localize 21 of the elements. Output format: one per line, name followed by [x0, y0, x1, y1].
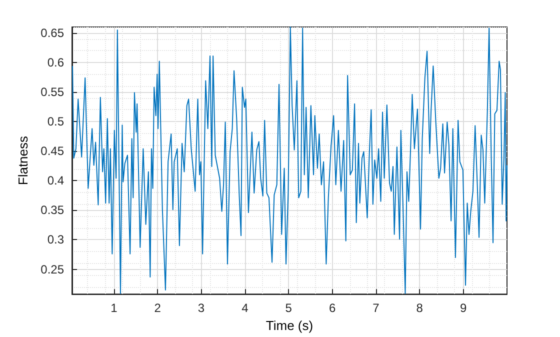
x-tick-label: 1: [110, 301, 118, 316]
x-tick-label: 9: [460, 301, 467, 316]
x-tick-label: 2: [154, 301, 162, 316]
x-tick-label: 8: [416, 301, 424, 316]
x-tick-label: 7: [372, 301, 380, 316]
x-tick-label: 3: [198, 301, 205, 316]
y-tick-label: 0.35: [40, 203, 64, 218]
y-tick-label: 0.6: [47, 55, 64, 70]
y-tick-label: 0.55: [40, 85, 64, 99]
x-tick-label: 6: [328, 301, 336, 316]
x-tick-label: 4: [242, 301, 249, 316]
y-tick-label: 0.45: [40, 144, 64, 158]
y-tick-label: 0.5: [47, 114, 64, 129]
y-tick-label: 0.25: [40, 262, 64, 276]
y-tick-label: 0.3: [47, 232, 64, 247]
x-axis-title: Time (s): [266, 318, 314, 333]
y-tick-label: 0.65: [40, 26, 64, 40]
x-tick-label: 5: [285, 301, 292, 316]
line-series: [72, 26, 508, 294]
y-tick-label: 0.4: [47, 174, 64, 188]
y-axis-title: Flatness: [16, 135, 31, 186]
